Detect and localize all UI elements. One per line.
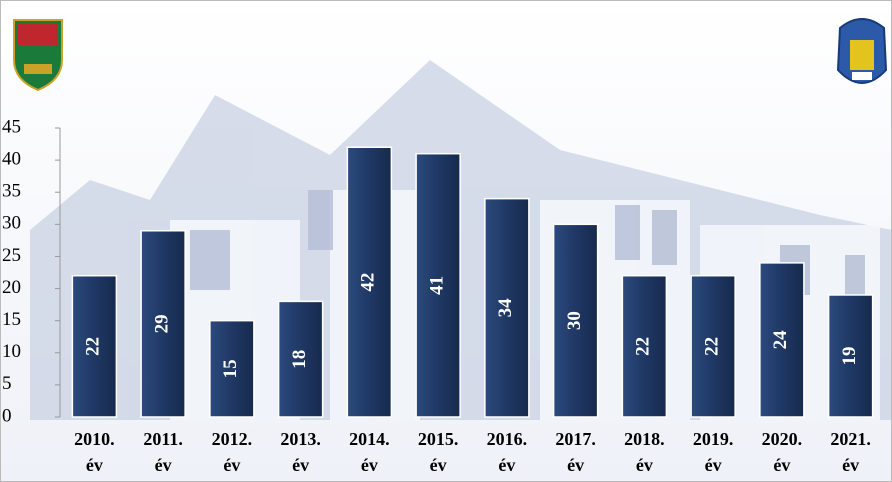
value-label: 18 — [289, 350, 310, 369]
value-label: 42 — [358, 273, 379, 292]
y-tick-label: 40 — [2, 148, 21, 169]
value-label: 15 — [220, 359, 241, 378]
value-label: 34 — [495, 298, 516, 318]
logo-right — [838, 19, 886, 83]
logo-left — [14, 20, 62, 90]
y-tick-label: 15 — [2, 309, 21, 330]
y-tick-label: 45 — [2, 116, 21, 137]
value-label: 22 — [701, 337, 722, 356]
y-tick-label: 25 — [2, 245, 21, 266]
chart: 0510152025303540452010.év222011.év292012… — [0, 0, 892, 482]
y-tick-label: 35 — [2, 181, 21, 202]
y-tick-label: 0 — [2, 405, 12, 426]
y-tick-label: 5 — [2, 373, 12, 394]
value-label: 41 — [426, 276, 447, 295]
value-label: 22 — [83, 337, 104, 356]
y-tick-label: 20 — [2, 277, 21, 298]
y-tick-label: 10 — [2, 341, 21, 362]
value-label: 22 — [633, 337, 654, 356]
y-tick-label: 30 — [2, 213, 21, 234]
value-label: 29 — [151, 314, 172, 333]
value-label: 30 — [564, 311, 585, 330]
value-label: 24 — [770, 330, 791, 350]
value-label: 19 — [839, 346, 860, 365]
